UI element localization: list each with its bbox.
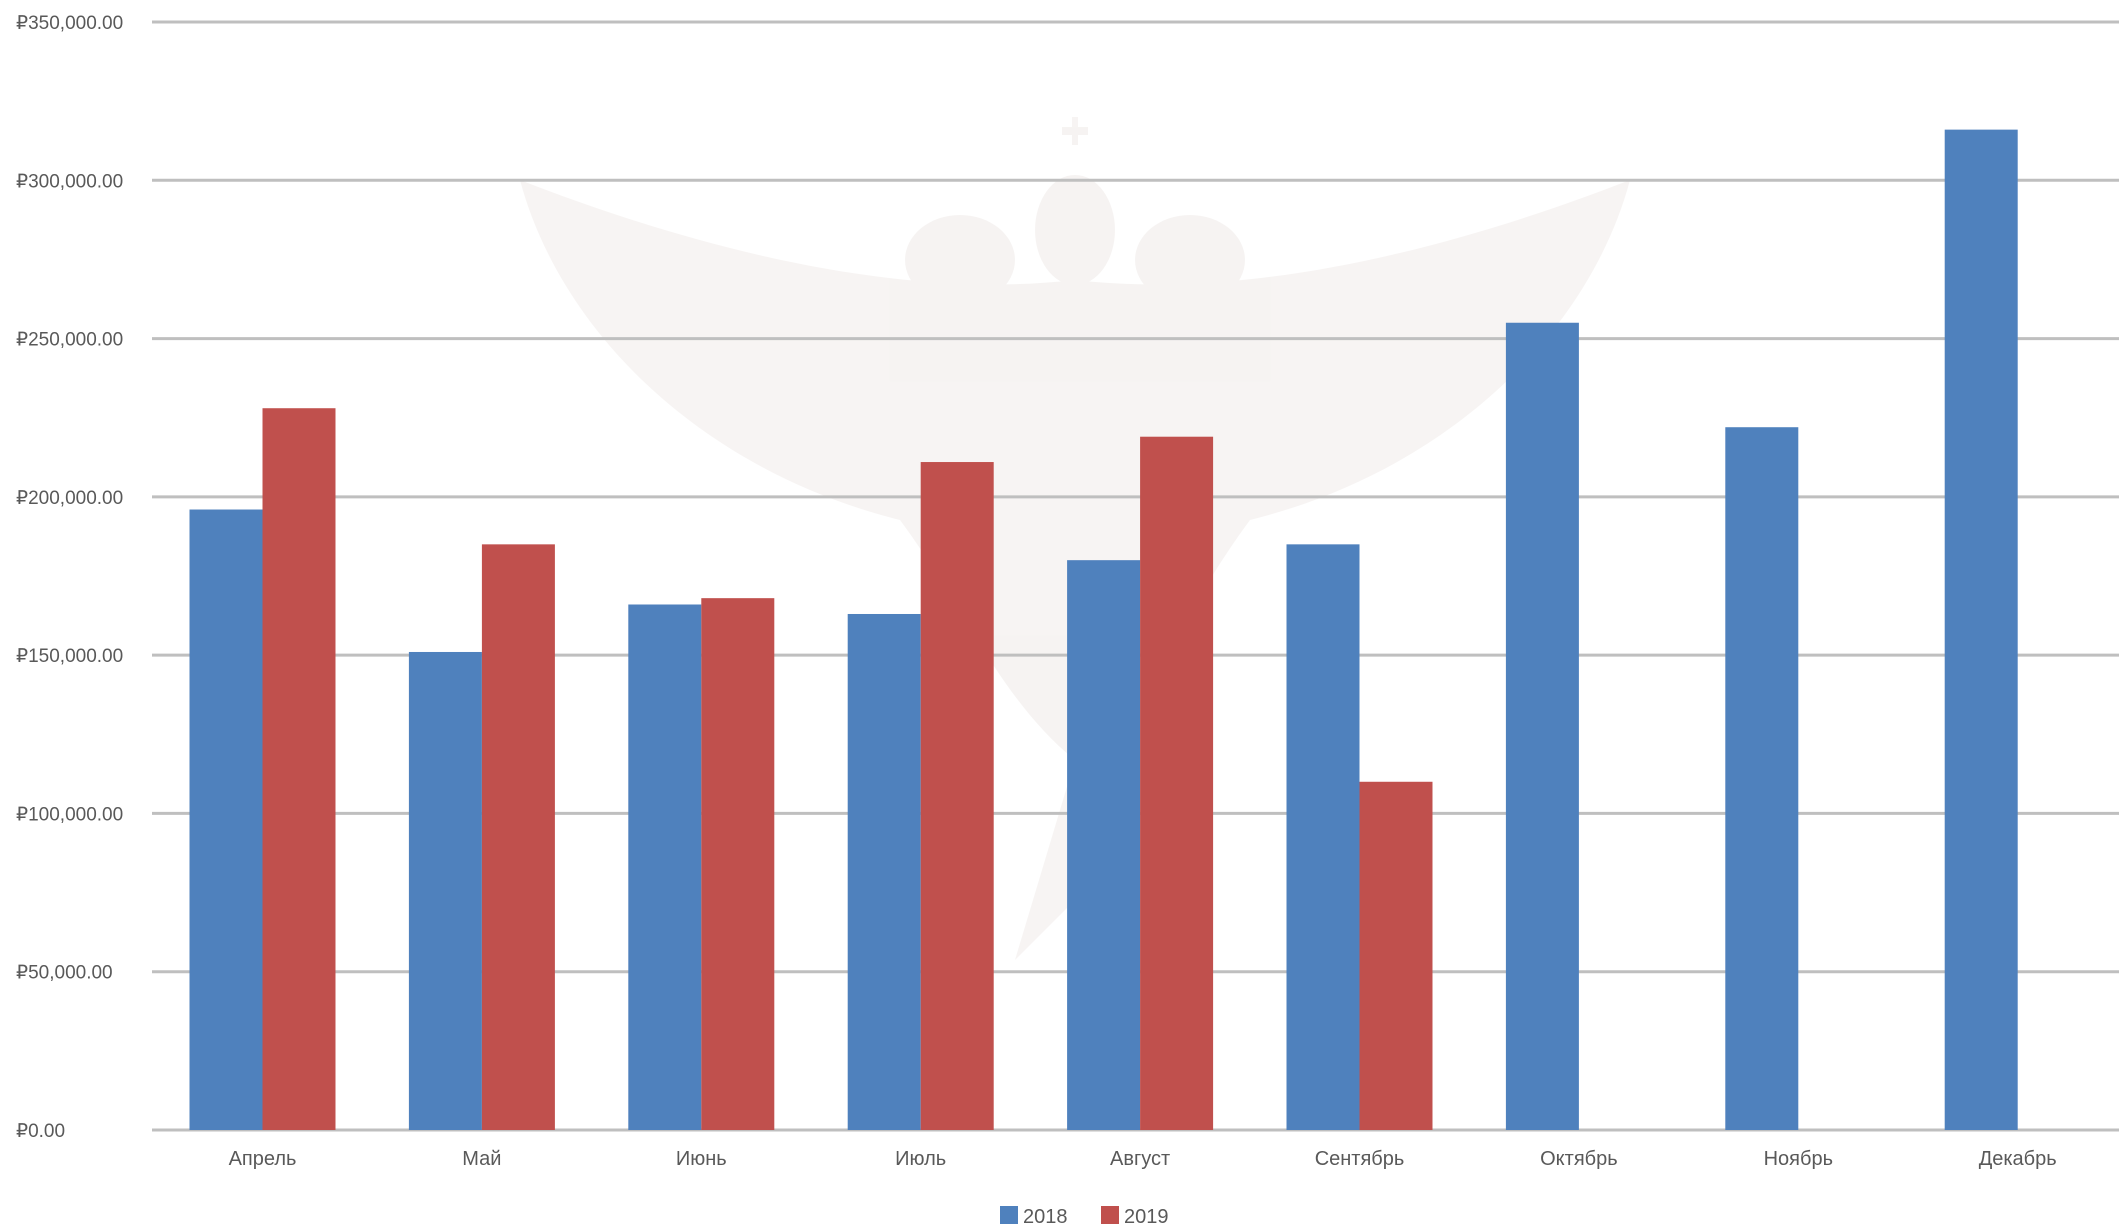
x-axis-category-labels: Апрель Май Июнь Июль Август Сентябрь Октябрь Но… [229,1148,2057,1170]
bar-2019-Август [1140,436,1214,1130]
bar-2018-Июль [847,613,921,1130]
y-tick-label: ₽350,000.00 [16,13,123,34]
y-tick-label: ₽250,000.00 [16,330,123,351]
x-category-label: Август [1110,1148,1170,1170]
bar-2018-Декабрь [1944,129,2018,1131]
x-category-label: Апрель [229,1148,297,1170]
legend: 2018 2019 [1000,1206,1169,1228]
bar-2019-Июль [920,462,994,1130]
bar-2018-Май [408,651,482,1130]
y-tick-label: ₽200,000.00 [16,488,123,509]
bar-2019-Сентябрь [1359,781,1433,1130]
x-category-label: Ноябрь [1764,1148,1833,1170]
bar-2019-Май [481,544,555,1130]
bar-2018-Ноябрь [1725,427,1799,1130]
bar-2018-Октябрь [1505,322,1579,1130]
x-category-label: Сентябрь [1315,1148,1405,1170]
x-category-label: Октябрь [1540,1148,1618,1170]
bar-2018-Август [1067,560,1141,1130]
bar-2019-Апрель [262,408,336,1130]
x-category-label: Июль [895,1148,946,1170]
bar-2018-Сентябрь [1286,544,1360,1130]
bar-2018-Июнь [628,604,702,1130]
y-axis-tick-labels: ₽0.00 ₽50,000.00 ₽100,000.00 ₽150,000.00 ₽20… [16,13,123,1142]
y-tick-label: ₽50,000.00 [16,963,113,984]
legend-swatch-2019 [1101,1206,1119,1224]
y-tick-label: ₽0.00 [16,1121,65,1142]
x-category-label: Май [462,1148,501,1170]
bar-2018-Апрель [189,509,263,1130]
legend-label: 2019 [1124,1206,1169,1228]
bar-2019-Июнь [701,598,775,1130]
y-tick-label: ₽300,000.00 [16,171,123,192]
y-tick-label: ₽150,000.00 [16,646,123,667]
legend-label: 2018 [1023,1206,1068,1228]
bars [189,129,2018,1131]
legend-swatch-2018 [1000,1206,1018,1224]
y-tick-label: ₽100,000.00 [16,804,123,825]
x-category-label: Июнь [676,1148,727,1170]
x-category-label: Декабрь [1979,1148,2057,1170]
